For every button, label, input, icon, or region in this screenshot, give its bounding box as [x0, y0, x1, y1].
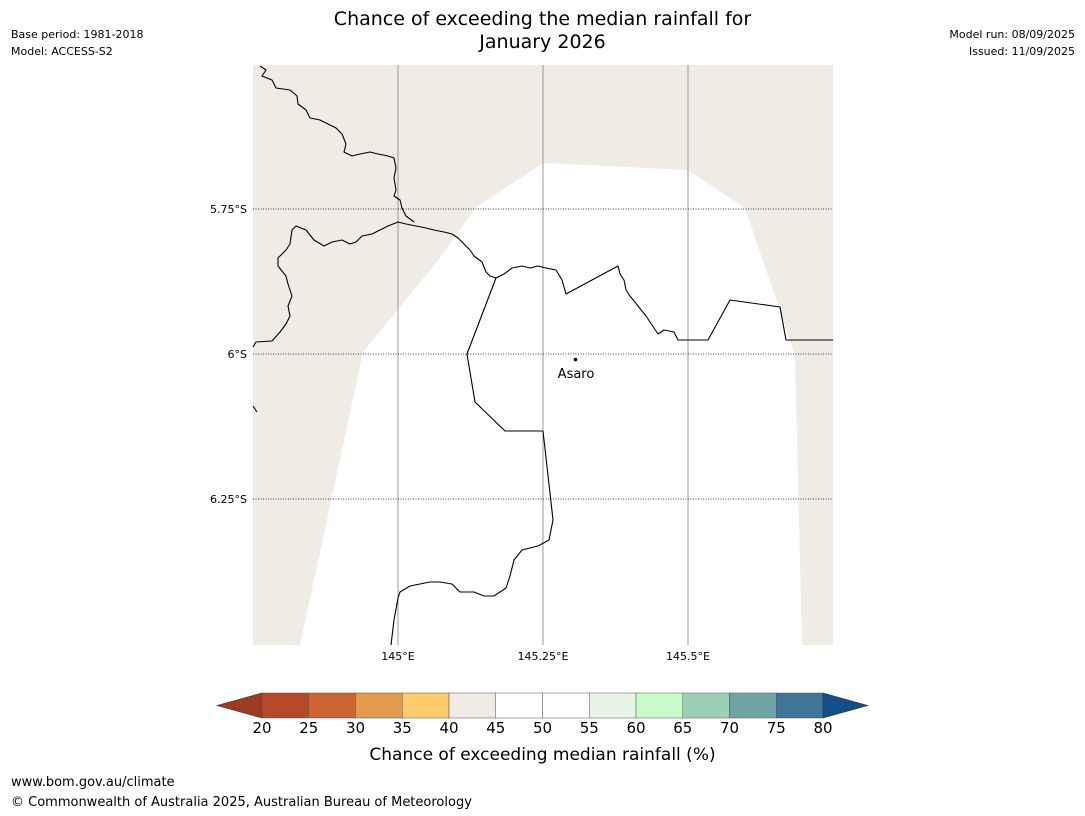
colorbar: [215, 692, 870, 719]
footer-url[interactable]: www.bom.gov.au/climate: [11, 775, 175, 790]
colorbar-tick-label: 65: [673, 719, 693, 737]
colorbar-tick-label: 75: [766, 719, 786, 737]
band-45-55: [253, 163, 802, 645]
colorbar-tick-label: 70: [719, 719, 740, 737]
border-south-province: [390, 277, 554, 646]
colorbar-segment: [682, 692, 730, 719]
colorbar-tick-label: 60: [626, 719, 646, 737]
colorbar-extend-low: [215, 692, 263, 719]
colorbar-tick-label: 80: [813, 719, 833, 737]
border-northwest: [259, 65, 415, 223]
lat-label-6: 6°S: [227, 348, 247, 361]
asaro-label: Asaro: [558, 367, 595, 382]
colorbar-segment: [776, 692, 824, 719]
colorbar-segment: [542, 692, 590, 719]
colorbar-tick-label: 35: [392, 719, 412, 737]
colorbar-tick-label: 55: [579, 719, 599, 737]
lat-label-6-25: 6.25°S: [210, 493, 247, 506]
model-name: Model: ACCESS-S2: [11, 45, 113, 58]
title-line-1: Chance of exceeding the median rainfall …: [333, 8, 752, 30]
colorbar-tick-label: 20: [252, 719, 272, 737]
colorbar-segment: [308, 692, 356, 719]
base-period: Base period: 1981-2018: [11, 28, 144, 41]
border-west-edge: [252, 405, 258, 413]
colorbar-segment: [495, 692, 543, 719]
colorbar-tick-label: 25: [299, 719, 319, 737]
colorbar-segment: [261, 692, 309, 719]
colorbar-segment: [402, 692, 450, 719]
province-borders: [252, 65, 833, 646]
border-central-west: [252, 221, 497, 348]
model-run-date: Model run: 08/09/2025: [949, 28, 1075, 41]
colorbar-segment: [635, 692, 683, 719]
map-title: Chance of exceeding the median rainfall …: [0, 8, 1085, 54]
border-east-province: [495, 265, 833, 341]
colorbar-tick-label: 50: [532, 719, 553, 737]
asaro-marker: Asaro: [558, 357, 595, 382]
colorbar-tick-label: 40: [439, 719, 459, 737]
forecast-info-right: Model run: 08/09/2025 Issued: 11/09/2025: [949, 26, 1075, 60]
colorbar-label: Chance of exceeding median rainfall (%): [369, 745, 716, 765]
title-line-2: January 2026: [479, 31, 606, 53]
asaro-point: [573, 357, 578, 362]
colorbar-segment: [355, 692, 403, 719]
forecast-info-left: Base period: 1981-2018 Model: ACCESS-S2: [11, 26, 143, 60]
colorbar-segment: [589, 692, 637, 719]
band-45-55-lower: [253, 352, 363, 645]
colorbar-tick-label: 30: [345, 719, 366, 737]
lon-label-145-25: 145.25°E: [517, 650, 569, 663]
colorbar-extend-high: [822, 692, 870, 719]
lon-label-145-5: 145.5°E: [666, 650, 710, 663]
colorbar-segment: [729, 692, 777, 719]
issued-date: Issued: 11/09/2025: [968, 45, 1075, 58]
colorbar-segment: [448, 692, 496, 719]
footer-copyright: © Commonwealth of Australia 2025, Austra…: [11, 795, 472, 810]
lon-label-145: 145°E: [381, 650, 415, 663]
gridlines: [253, 65, 833, 645]
colorbar-tick-label: 45: [486, 719, 506, 737]
lat-label-5-75: 5.75°S: [210, 203, 247, 216]
